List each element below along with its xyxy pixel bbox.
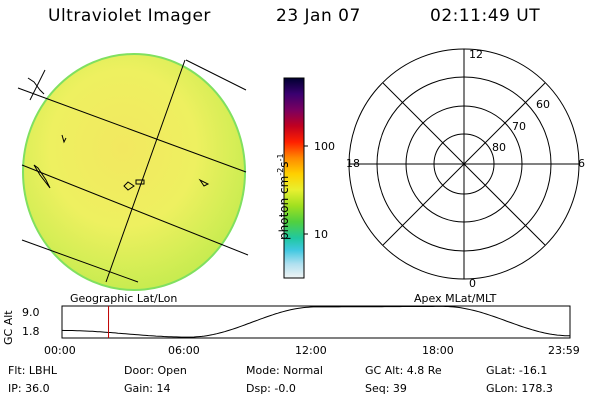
colorbar-tick-100: 100 xyxy=(314,140,335,153)
status-dsp: Dsp: -0.0 xyxy=(246,382,296,395)
status-glat: GLat: -16.1 xyxy=(486,364,548,377)
apex-label: Apex MLat/MLT xyxy=(414,292,497,305)
altitude-series-line xyxy=(61,305,571,338)
status-mode: Mode: Normal xyxy=(246,364,323,377)
status-door: Door: Open xyxy=(124,364,187,377)
mlat-label-70: 70 xyxy=(512,120,526,133)
date-label: 23 Jan 07 xyxy=(276,6,361,26)
altitude-xtick-4: 23:59 xyxy=(548,344,580,357)
geographic-image xyxy=(17,53,249,291)
mlt-label-6: 6 xyxy=(578,157,585,170)
instrument-title: Ultraviolet Imager xyxy=(48,6,211,26)
mlat-label-80: 80 xyxy=(492,141,506,154)
status-gc-alt: GC Alt: 4.8 Re xyxy=(365,364,442,377)
colorbar-unit-label: photon cm-2s-1 xyxy=(276,153,291,240)
altitude-ytick-bottom: 1.8 xyxy=(22,325,40,338)
altitude-ytick-top: 9.0 xyxy=(22,306,40,319)
altitude-plot xyxy=(61,305,571,339)
status-ip: IP: 36.0 xyxy=(8,382,50,395)
time-label: 02:11:49 UT xyxy=(430,6,541,26)
altitude-ylabel: GC Alt xyxy=(2,310,15,345)
mlt-label-18: 18 xyxy=(346,157,360,170)
altitude-xtick-0: 00:00 xyxy=(44,344,76,357)
polar-grid xyxy=(348,48,580,280)
mlt-label-12: 12 xyxy=(469,48,483,61)
geographic-label: Geographic Lat/Lon xyxy=(70,292,178,305)
status-seq: Seq: 39 xyxy=(365,382,407,395)
status-glon: GLon: 178.3 xyxy=(486,382,553,395)
colorbar-tick-10: 10 xyxy=(314,228,328,241)
mlat-label-60: 60 xyxy=(536,98,550,111)
altitude-xtick-2: 12:00 xyxy=(295,344,327,357)
mlt-label-0: 0 xyxy=(469,277,476,290)
status-flt: Flt: LBHL xyxy=(8,364,57,377)
altitude-xtick-1: 06:00 xyxy=(168,344,200,357)
status-gain: Gain: 14 xyxy=(124,382,171,395)
color-bar xyxy=(283,77,308,279)
altitude-xtick-3: 18:00 xyxy=(422,344,454,357)
